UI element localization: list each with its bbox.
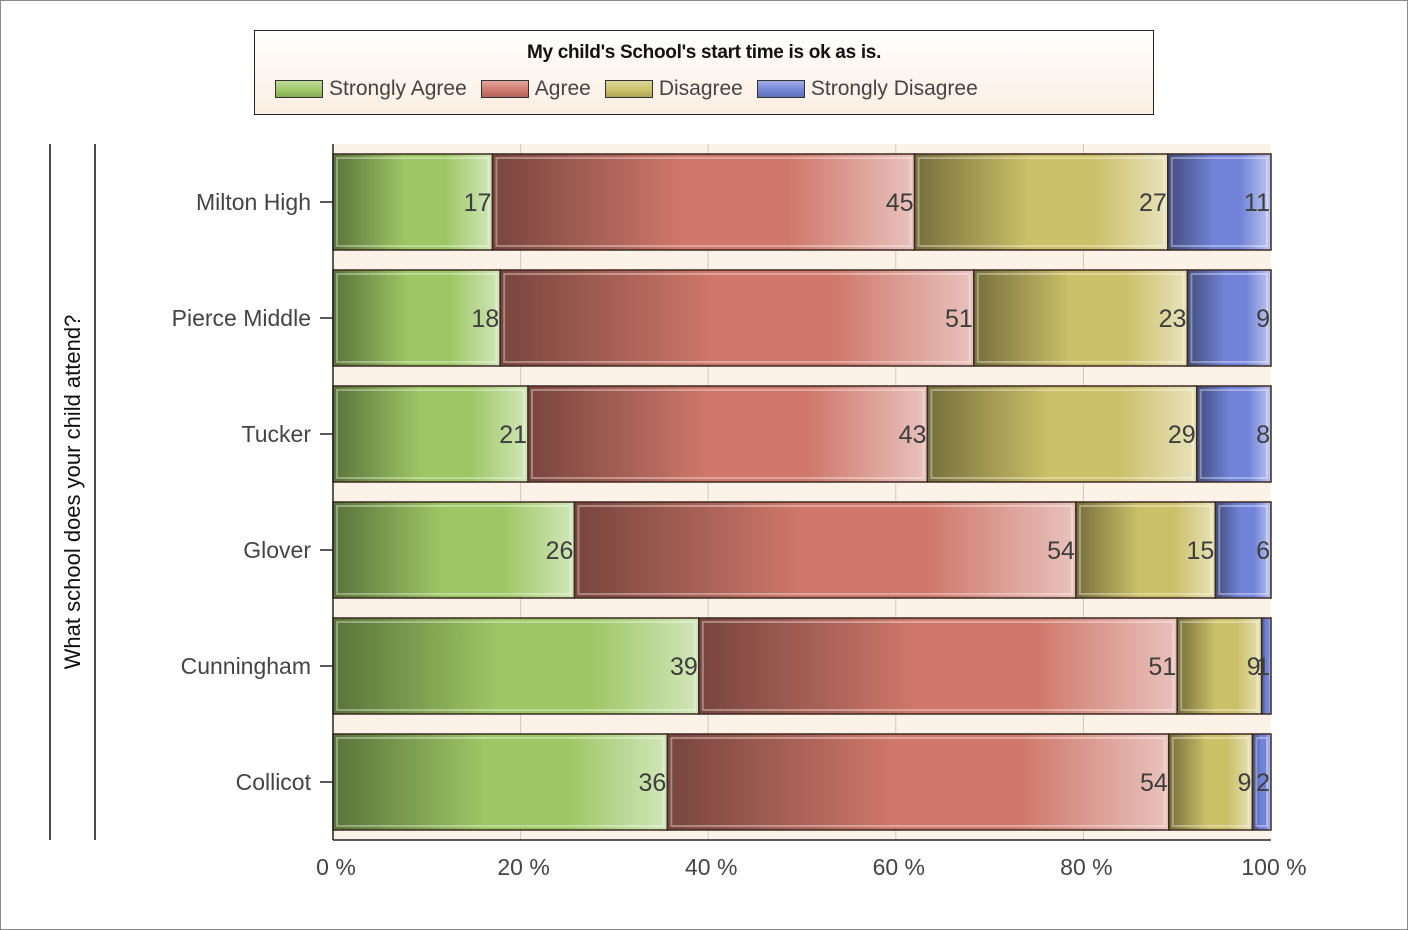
bar-bevel [976,273,1185,363]
bar-strongly-disagree [1167,153,1272,251]
data-label: 26 [546,537,574,565]
legend-label: Disagree [658,77,743,100]
bar-bevel [336,273,498,363]
x-tick-label: 40 % [685,854,737,880]
legend-item: Strongly Agree [275,77,467,101]
data-label: 9 [1256,305,1270,333]
bar-bevel [1078,505,1213,595]
x-tick-label: 0 % [316,854,356,880]
bar-agree [491,153,916,251]
data-label: 54 [1047,537,1075,565]
bar-disagree [913,153,1169,251]
data-label: 15 [1186,537,1214,565]
legend-swatch [275,80,323,98]
bar-bevel [917,157,1165,247]
y-tick-label: Cunningham [181,653,311,679]
bar-strongly-disagree [1214,501,1272,599]
legend: My child's School's start time is ok as … [254,30,1154,115]
bar-bevel [1170,157,1268,247]
bar-bevel [336,621,696,711]
legend-item: Agree [480,77,591,101]
bar-strongly-disagree [1186,269,1272,367]
data-label: 2 [1256,769,1270,797]
bar-bevel [531,389,925,479]
bar-disagree [1176,617,1263,715]
bar-agree [666,733,1170,831]
data-label: 8 [1256,421,1270,449]
bar-bevel [577,505,1073,595]
data-label: 18 [471,305,499,333]
bar-strongly-agree [332,617,700,715]
x-tick-label: 100 % [1241,854,1306,880]
y-tick-label: Tucker [242,421,312,447]
legend-label: Strongly Agree [329,77,467,100]
y-tick-label: Glover [243,537,311,563]
y-axis-title: What school does your child attend? [60,315,85,670]
bar-strongly-disagree [1195,385,1272,483]
legend-label: Agree [534,77,591,100]
bar-bevel [1218,505,1268,595]
data-label: 11 [1244,189,1270,217]
bar-strongly-agree [332,385,529,483]
x-tick-label: 60 % [873,854,925,880]
y-tick-label: Collicot [236,769,312,795]
data-label: 9 [1247,653,1261,681]
legend-item: Disagree [604,77,743,101]
data-label: 6 [1256,537,1270,565]
chart-title: My child's School's start time is ok as … [526,42,882,63]
bar-agree [698,617,1178,715]
bar-bevel [336,505,572,595]
bar-agree [499,269,975,367]
legend-item: Strongly Disagree [756,77,978,101]
plot-area [333,144,1271,840]
data-label: 29 [1168,421,1196,449]
bar-disagree [1075,501,1217,599]
bar-strongly-disagree [1260,617,1272,715]
bar-agree [573,501,1077,599]
bar-bevel [336,157,490,247]
data-label: 54 [1140,769,1168,797]
y-tick-label: Pierce Middle [172,305,311,331]
legend-items: Strongly Agree Agree Disagree Strongly Disa… [275,77,992,101]
legend-swatch [480,80,529,98]
data-label: 36 [639,769,667,797]
data-label: 1 [1256,653,1270,681]
bar-bevel [495,157,912,247]
bar-bevel [701,621,1175,711]
x-tick-label: 80 % [1060,854,1112,880]
legend-label: Strongly Disagree [810,77,978,100]
data-label: 43 [899,421,927,449]
data-label: 51 [945,305,973,333]
bar-strongly-disagree [1251,733,1272,831]
legend-swatch [756,80,805,98]
bar-bevel [336,389,526,479]
bar-strongly-agree [332,733,669,831]
bar-bevel [336,737,665,827]
bar-bevel [670,737,1166,827]
data-label: 27 [1139,189,1167,217]
bar-disagree [973,269,1189,367]
y-tick-label: Milton High [196,189,311,215]
data-label: 51 [1148,653,1176,681]
data-label: 9 [1238,769,1252,797]
legend-swatch [604,80,653,98]
bar-bevel [1180,621,1259,711]
bar-bevel [930,389,1194,479]
bar-agree [527,385,929,483]
data-label: 39 [670,653,698,681]
bar-bevel [1171,737,1250,827]
bar-bevel [1255,737,1269,827]
bar-bevel [1190,273,1269,363]
bar-bevel [1199,389,1269,479]
bar-bevel [503,273,971,363]
bar-disagree [926,385,1198,483]
bar-strongly-agree [332,501,576,599]
bar-strongly-agree [332,153,494,251]
data-label: 45 [886,189,914,217]
data-label: 17 [464,189,492,217]
x-tick-label: 20 % [497,854,549,880]
data-label: 21 [499,421,527,449]
data-label: 23 [1159,305,1187,333]
